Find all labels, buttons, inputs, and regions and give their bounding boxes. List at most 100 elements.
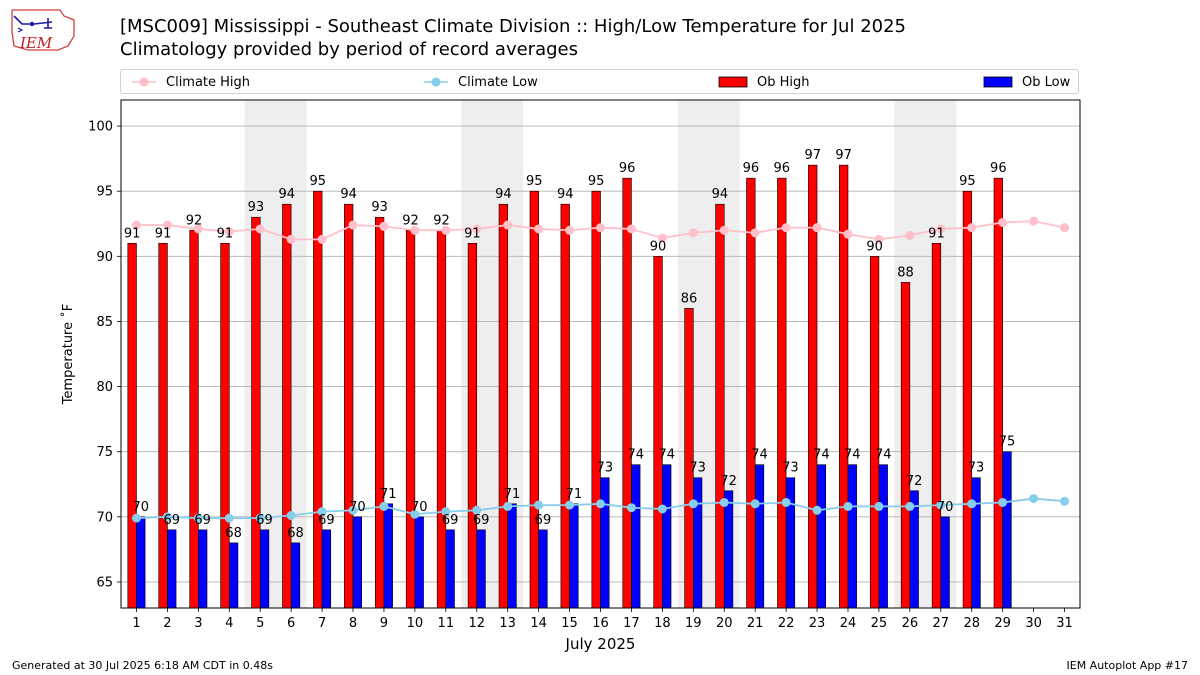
ob-low-value-label: 74 bbox=[844, 448, 861, 463]
climate-high-point bbox=[379, 221, 389, 231]
ob-low-bar bbox=[321, 529, 332, 609]
ob-low-bar bbox=[290, 542, 301, 609]
legend-ob-high-label: Ob High bbox=[757, 74, 810, 90]
ob-high-value-label: 91 bbox=[155, 226, 172, 241]
ob-high-bar bbox=[591, 190, 601, 609]
legend-climate-high-label: Climate High bbox=[166, 74, 251, 90]
ob-low-bar bbox=[785, 477, 796, 609]
ob-low-value-label: 70 bbox=[411, 500, 428, 515]
legend-climate-high-marker bbox=[132, 77, 156, 87]
ob-high-bar bbox=[746, 177, 756, 609]
chart-legend: Climate High Climate Low Ob High Ob Low bbox=[120, 69, 1079, 94]
ob-high-bar bbox=[436, 229, 447, 609]
climate-low-point bbox=[410, 509, 420, 519]
climate-low-point bbox=[998, 497, 1008, 507]
y-tick-label: 90 bbox=[96, 250, 113, 265]
ob-low-bar bbox=[445, 529, 455, 609]
climate-high-point bbox=[843, 229, 853, 239]
climate-high-point bbox=[224, 227, 234, 237]
ob-low-bar bbox=[816, 464, 827, 609]
ob-high-bar bbox=[220, 242, 230, 609]
ob-low-bar bbox=[878, 464, 888, 609]
x-tick-label: 8 bbox=[349, 616, 357, 631]
generated-timestamp: Generated at 30 Jul 2025 6:18 AM CDT in … bbox=[12, 659, 273, 672]
y-tick-label: 70 bbox=[96, 510, 113, 525]
climate-high-point bbox=[936, 224, 946, 234]
climate-low-point bbox=[503, 501, 513, 511]
chart-title: [MSC009] Mississippi - Southeast Climate… bbox=[120, 16, 906, 37]
ob-high-bar bbox=[529, 190, 539, 609]
ob-high-value-label: 95 bbox=[959, 174, 976, 189]
ob-low-value-label: 69 bbox=[163, 513, 180, 528]
ob-high-bar bbox=[962, 190, 973, 609]
climate-low-point bbox=[843, 501, 853, 511]
climate-high-point bbox=[565, 225, 575, 235]
ob-high-bar bbox=[313, 190, 323, 609]
ob-low-bar bbox=[352, 516, 362, 609]
ob-low-bar bbox=[662, 464, 672, 609]
ob-high-bar bbox=[622, 177, 632, 609]
x-axis-label: July 2025 bbox=[565, 635, 636, 653]
ob-high-value-label: 88 bbox=[897, 265, 914, 280]
ob-low-value-label: 74 bbox=[875, 448, 892, 463]
climate-low-point bbox=[534, 500, 544, 510]
ob-low-bar bbox=[507, 503, 517, 609]
logo-text: IEM bbox=[19, 34, 53, 52]
x-tick-label: 28 bbox=[963, 616, 980, 631]
x-tick-label: 5 bbox=[256, 616, 264, 631]
climate-high-point bbox=[255, 224, 265, 234]
ob-low-value-label: 73 bbox=[968, 461, 985, 476]
climate-high-point bbox=[162, 220, 172, 230]
climate-low-point bbox=[626, 503, 636, 513]
app-credit: IEM Autoplot App #17 bbox=[1066, 659, 1189, 672]
x-tick-label: 27 bbox=[933, 616, 950, 631]
ob-low-value-label: 68 bbox=[225, 526, 242, 541]
ob-high-bar bbox=[498, 203, 508, 609]
ob-high-value-label: 92 bbox=[433, 213, 450, 228]
x-tick-label: 1 bbox=[132, 616, 140, 631]
chart-subtitle: Climatology provided by period of record… bbox=[120, 39, 578, 60]
ob-high-value-label: 92 bbox=[186, 213, 203, 228]
ob-low-value-label: 75 bbox=[999, 435, 1016, 450]
x-tick-label: 24 bbox=[840, 616, 857, 631]
ob-high-bar bbox=[715, 203, 725, 609]
x-tick-label: 2 bbox=[163, 616, 171, 631]
ob-low-value-label: 73 bbox=[689, 461, 706, 476]
climate-high-point bbox=[1029, 216, 1039, 226]
legend-ob-low-marker bbox=[983, 76, 1013, 88]
climate-low-point bbox=[719, 497, 729, 507]
climate-low-point bbox=[874, 501, 884, 511]
ob-high-value-label: 97 bbox=[804, 148, 821, 163]
legend-item-climate-high: Climate High bbox=[131, 73, 250, 91]
ob-low-bar bbox=[1002, 451, 1012, 609]
ob-high-value-label: 90 bbox=[866, 239, 883, 254]
climate-low-point bbox=[781, 497, 791, 507]
legend-item-ob-low: Ob Low bbox=[983, 73, 1070, 91]
climate-low-point bbox=[379, 501, 389, 511]
ob-high-value-label: 93 bbox=[371, 200, 388, 215]
climate-high-point bbox=[503, 220, 513, 230]
climate-high-point bbox=[626, 224, 636, 234]
y-tick-label: 80 bbox=[96, 380, 113, 395]
ob-low-value-label: 70 bbox=[133, 500, 150, 515]
climate-high-point bbox=[812, 223, 822, 233]
climate-low-point bbox=[688, 499, 698, 509]
ob-high-value-label: 96 bbox=[774, 161, 791, 176]
ob-high-value-label: 94 bbox=[495, 187, 512, 202]
ob-high-value-label: 91 bbox=[217, 226, 234, 241]
legend-climate-low-label: Climate Low bbox=[458, 74, 538, 90]
ob-low-bar bbox=[569, 503, 579, 609]
ob-low-value-label: 69 bbox=[473, 513, 490, 528]
ob-high-value-label: 86 bbox=[681, 291, 698, 306]
climate-high-point bbox=[874, 234, 884, 244]
y-tick-label: 65 bbox=[96, 575, 113, 590]
ob-low-bar bbox=[228, 542, 239, 609]
climate-high-point bbox=[410, 225, 420, 235]
climate-low-point bbox=[286, 511, 296, 521]
ob-high-bar bbox=[405, 229, 416, 609]
y-axis-label: Temperature ˚F bbox=[60, 304, 76, 405]
x-tick-label: 17 bbox=[623, 616, 640, 631]
climate-high-point bbox=[193, 224, 203, 234]
ob-high-value-label: 94 bbox=[279, 187, 296, 202]
x-tick-label: 18 bbox=[654, 616, 671, 631]
